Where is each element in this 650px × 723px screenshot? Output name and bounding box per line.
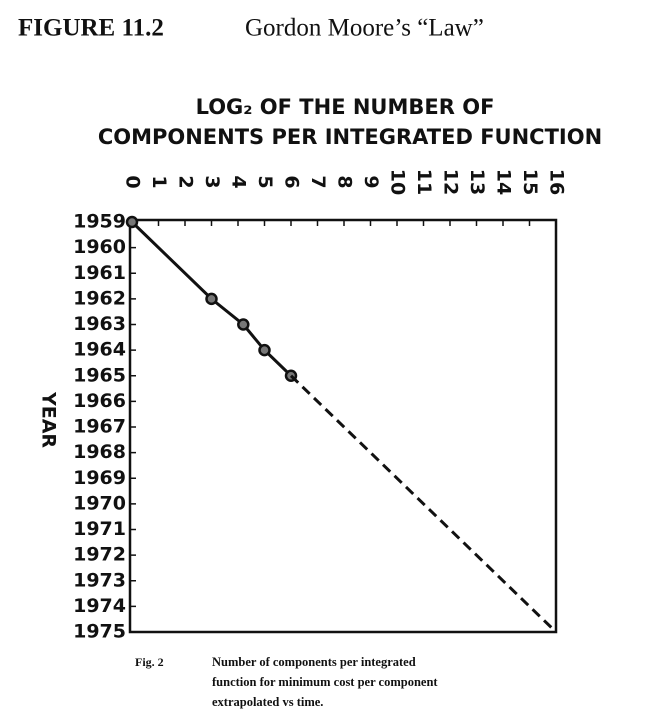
series-line [289,374,558,634]
x-tick-label: 6 [281,175,303,188]
y-tick-label: 1959 [73,211,126,233]
y-tick-label: 1961 [73,262,126,284]
x-axis-title: COMPONENTS PER INTEGRATED FUNCTION [98,125,602,149]
x-tick-label: 4 [228,175,250,188]
x-tick-label: 14 [493,169,515,195]
x-axis-title: LOG₂ OF THE NUMBER OF [196,95,495,119]
x-tick-label: 0 [122,175,144,188]
caption-line: extrapolated vs time. [212,695,323,709]
x-tick-label: 12 [440,169,462,195]
y-tick-label: 1975 [73,621,126,643]
y-tick-label: 1965 [73,364,126,386]
x-tick-label: 11 [413,169,435,195]
x-tick-label: 7 [307,175,329,188]
y-tick-label: 1963 [73,313,126,335]
x-tick-label: 10 [387,169,409,195]
data-point [125,215,139,229]
x-tick-label: 3 [201,175,223,188]
x-tick-label: 2 [175,175,197,188]
figure-title: Gordon Moore’s “Law” [245,15,484,42]
data-point [205,292,218,306]
y-tick-label: 1971 [73,518,126,540]
y-tick-label: 1967 [73,416,126,438]
y-tick-label: 1972 [73,544,126,566]
y-tick-label: 1969 [73,467,126,489]
caption-line: Number of components per integrated [212,655,416,669]
x-tick-label: 1 [148,175,170,188]
y-tick-label: 1962 [73,287,126,309]
y-tick-label: 1964 [73,339,126,361]
plot-frame [128,218,558,634]
x-tick-label: 15 [519,169,541,195]
y-tick-label: 1970 [73,492,126,514]
y-axis-title: YEAR [38,391,60,448]
x-tick-label: 5 [254,175,276,188]
y-tick-label: 1960 [73,236,126,258]
figure-number: FIGURE 11.2 [18,15,164,42]
y-tick-label: 1966 [73,390,126,412]
x-tick-label: 16 [546,169,568,195]
x-tick-label: 8 [334,175,356,188]
data-point [258,343,271,357]
caption-label: Fig. 2 [135,655,164,669]
x-tick-label: 13 [466,169,488,195]
data-point [237,318,250,331]
y-tick-label: 1973 [73,569,126,591]
y-tick-label: 1974 [73,595,126,617]
caption-line: function for minimum cost per component [212,675,438,689]
y-tick-label: 1968 [73,441,126,463]
x-tick-label: 9 [360,175,382,188]
